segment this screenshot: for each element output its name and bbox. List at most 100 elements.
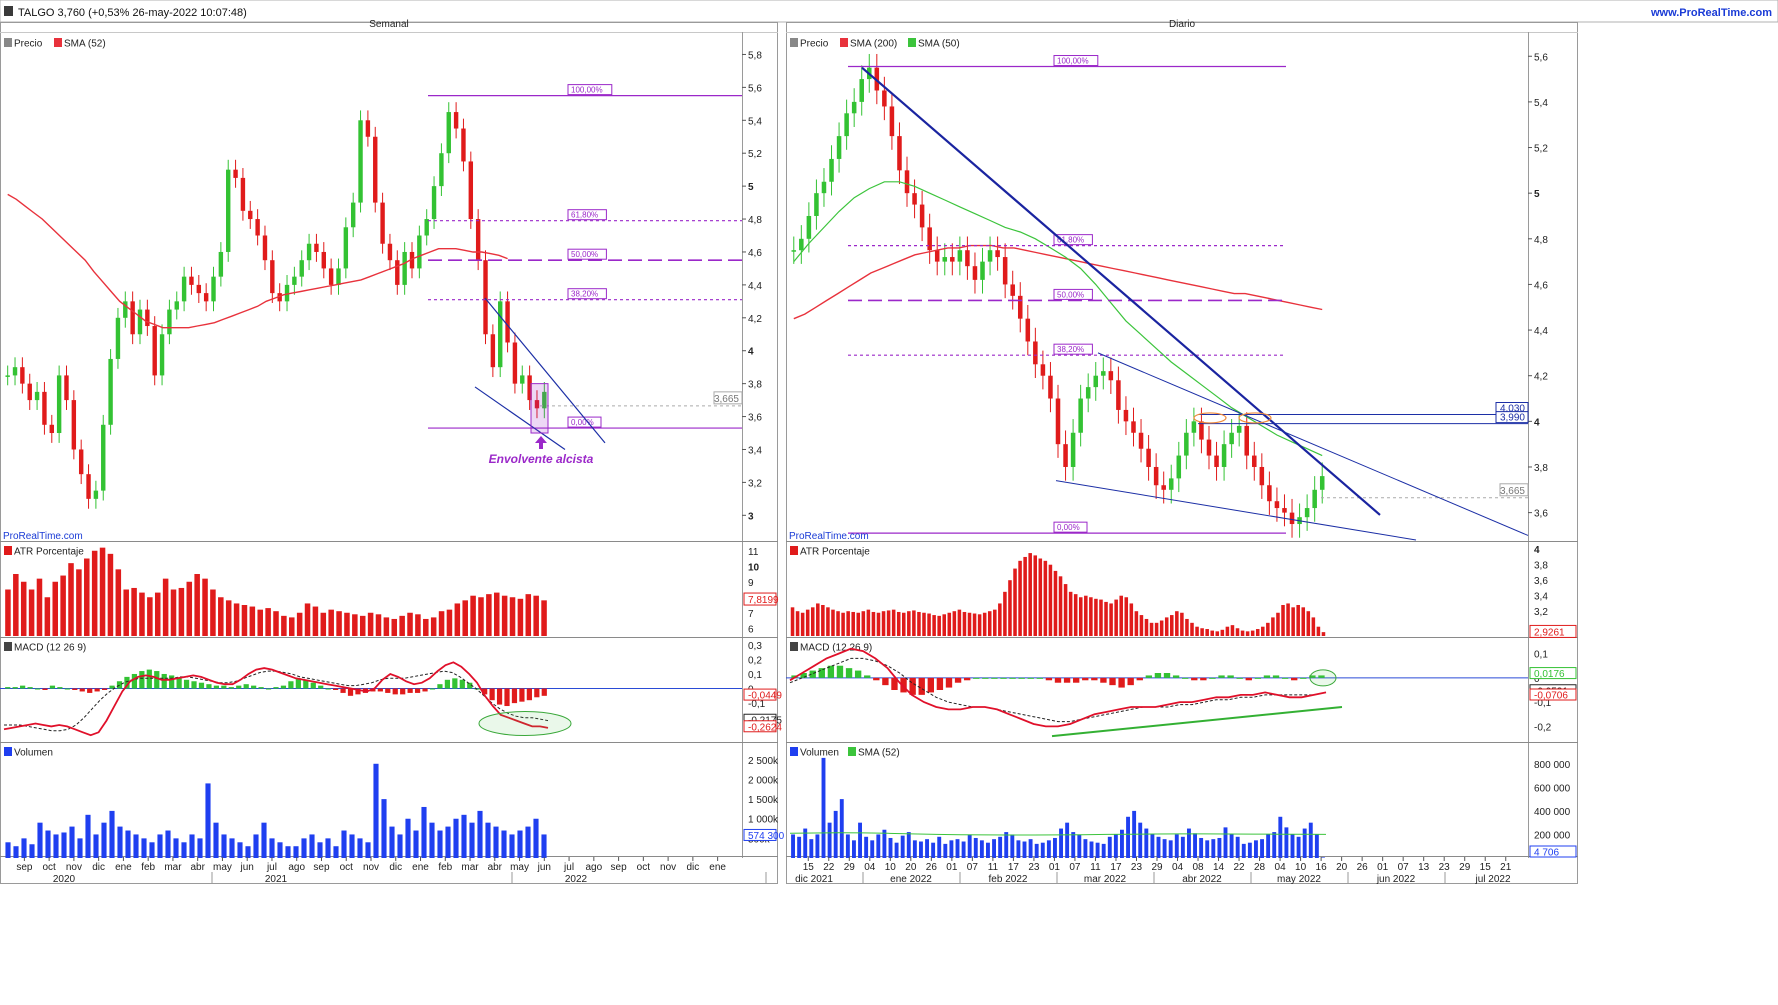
candle-body xyxy=(1085,387,1091,399)
macd-hist-bar xyxy=(12,687,18,689)
legend-item: SMA (50) xyxy=(908,38,960,50)
candle-body xyxy=(889,106,895,137)
macd-hist-bar xyxy=(954,677,962,683)
macd-hist-bar xyxy=(87,688,93,693)
x-tick-label: 14 xyxy=(1213,862,1225,873)
candle-body xyxy=(1010,284,1015,296)
x-tick-label: 04 xyxy=(864,862,876,873)
candle-body xyxy=(490,334,496,368)
volume-bar xyxy=(1053,837,1057,858)
atr-bar xyxy=(1266,622,1270,636)
candle-body xyxy=(64,375,69,401)
candle-body xyxy=(897,136,902,171)
volume-bar xyxy=(69,826,75,858)
candle-body xyxy=(409,251,415,269)
candle-body xyxy=(233,169,238,178)
atr-bar xyxy=(937,615,941,636)
candle-body xyxy=(306,243,312,261)
candle-body xyxy=(1078,398,1083,433)
candle-body xyxy=(1236,425,1242,433)
macd-tick-label: 0,1 xyxy=(1534,650,1548,661)
atr-bar xyxy=(1089,597,1093,636)
candle-body xyxy=(1312,489,1317,509)
volume-bar xyxy=(493,826,499,858)
macd-hist-bar xyxy=(489,688,495,701)
atr-bar xyxy=(881,611,886,636)
watermark-label: ProRealTime.com xyxy=(3,531,83,542)
macd-hist-bar xyxy=(1009,677,1016,679)
volume-bar xyxy=(397,834,403,858)
x-tick-label: 20 xyxy=(1336,862,1348,873)
candle-body xyxy=(417,235,422,269)
atr-bar xyxy=(1139,615,1144,636)
volume-bar xyxy=(181,842,187,858)
macd-hist-bar xyxy=(5,687,11,689)
macd-tag-box xyxy=(743,720,777,733)
x-tick-label: dic xyxy=(389,862,402,873)
atr-bar xyxy=(1321,632,1326,636)
price-tick-label: 5,2 xyxy=(1534,144,1548,155)
candle-body xyxy=(123,301,128,318)
x-tick-label: 07 xyxy=(967,862,979,873)
atr-tag: 2,9261 xyxy=(1534,627,1565,638)
volume-bar xyxy=(125,830,131,858)
candle-body xyxy=(49,424,54,434)
atr-bar xyxy=(399,615,405,636)
volume-bar xyxy=(357,838,363,858)
candle-body xyxy=(20,367,25,384)
price-tick-label: 4,4 xyxy=(1534,326,1548,337)
legend-item: SMA (52) xyxy=(54,38,106,50)
atr-tick-label: 3,8 xyxy=(1534,561,1548,572)
header-site-link[interactable]: www.ProRealTime.com xyxy=(1650,7,1772,19)
candle-body xyxy=(248,210,253,220)
macd-hist-bar xyxy=(1045,677,1053,681)
legend-swatch xyxy=(840,38,848,47)
atr-bar xyxy=(922,612,926,636)
legend-item: Precio xyxy=(790,38,829,50)
candle-body xyxy=(520,375,525,384)
volume-bar xyxy=(1314,834,1319,858)
atr-bar xyxy=(28,589,35,636)
candle-body xyxy=(1184,432,1189,456)
x-group-label: 2021 xyxy=(265,874,288,885)
volume-bar xyxy=(437,830,443,858)
volume-bar xyxy=(253,834,259,858)
atr-bar xyxy=(1210,630,1214,636)
candle-body xyxy=(527,375,532,401)
macd-hist-bar xyxy=(139,671,145,689)
candle-body xyxy=(1048,375,1053,399)
candle-body xyxy=(181,276,187,302)
atr-tick-label: 11 xyxy=(748,547,759,558)
x-tick-label: jul xyxy=(563,862,574,873)
volume-bar xyxy=(1028,839,1033,858)
volume-bar xyxy=(109,810,115,858)
app-icon xyxy=(4,6,13,16)
fib-label-box xyxy=(1053,343,1093,355)
atr-bar xyxy=(76,569,82,636)
x-tick-label: ene xyxy=(115,862,132,873)
atr-bar xyxy=(493,592,500,636)
macd-hist-bar xyxy=(206,684,212,689)
atr-bar xyxy=(367,612,374,636)
candle-body xyxy=(927,227,932,251)
candle-body xyxy=(1214,455,1219,467)
macd-hist-bar xyxy=(400,688,406,695)
volume-bar xyxy=(53,834,59,858)
atr-bar xyxy=(218,597,224,636)
x-tick-label: ago xyxy=(288,862,305,873)
candle-body xyxy=(1123,409,1129,422)
volume-bar xyxy=(1162,839,1167,858)
fib-label-box xyxy=(1053,521,1088,533)
macd-hist-bar xyxy=(325,688,331,690)
price-tick-label: 5,4 xyxy=(1534,98,1548,109)
volume-bar xyxy=(1120,829,1124,858)
fib-label: 100,00% xyxy=(571,86,603,95)
atr-bar xyxy=(1149,622,1154,636)
macd-hist-bar xyxy=(251,685,257,689)
volume-bar xyxy=(21,838,27,858)
candle-body xyxy=(78,449,84,475)
macd-hist-bar xyxy=(64,688,70,690)
fib-label: 50,00% xyxy=(571,250,598,259)
volume-bar xyxy=(1247,842,1252,858)
